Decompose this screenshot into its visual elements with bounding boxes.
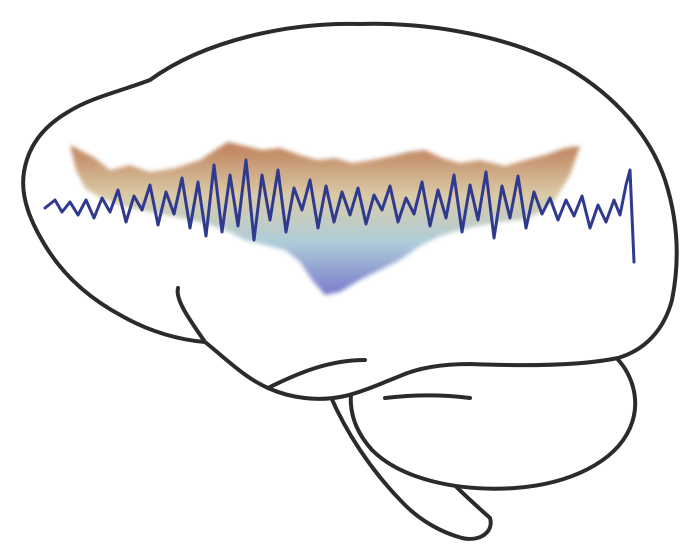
temporal-lobe-line xyxy=(175,286,207,344)
eeg-waveform xyxy=(43,158,636,264)
lower-lobe-line xyxy=(266,358,367,390)
cerebellum-fold-line xyxy=(383,393,472,400)
